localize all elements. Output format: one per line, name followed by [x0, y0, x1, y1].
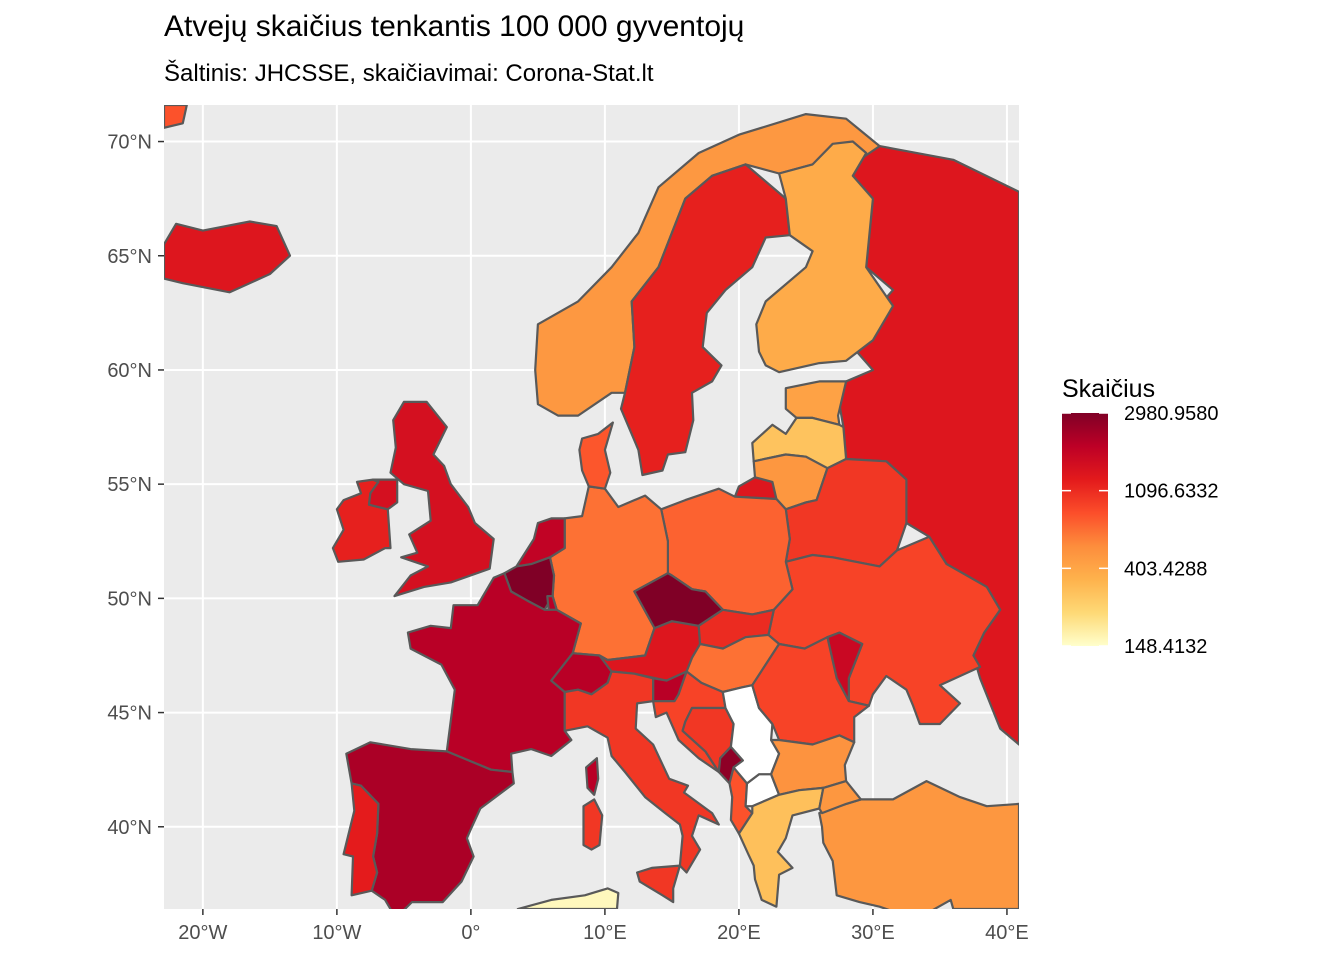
y-axis: 40°N 45°N 50°N 55°N 60°N 65°N 70°N: [107, 132, 164, 839]
region-united-kingdom: [389, 400, 495, 598]
region-iceland: [164, 220, 292, 294]
legend-break-label: 403.4288: [1124, 558, 1207, 580]
y-tick-label: 65°N: [107, 246, 152, 268]
region-northern-ireland: [367, 478, 399, 511]
y-tick-label: 60°N: [107, 360, 152, 382]
x-tick-label: 20°E: [717, 922, 761, 944]
region-greece: [737, 786, 825, 908]
x-tick-label: 40°E: [985, 922, 1029, 944]
x-tick-label: 0°: [461, 922, 480, 944]
country-layer: [164, 105, 1019, 909]
region-portugal: [342, 782, 380, 897]
legend-break-label: 148.4132: [1124, 636, 1207, 658]
x-axis: 20°W 10°W 0° 10°E 20°E 30°E 40°E: [178, 909, 1029, 944]
region-france: [406, 572, 582, 774]
region-tunisia-algeria-fragment: [516, 887, 620, 909]
region-romania: [751, 636, 871, 746]
y-tick-label: 55°N: [107, 474, 152, 496]
region-sweden: [619, 163, 791, 477]
y-tick-label: 40°N: [107, 817, 152, 839]
region-czechia: [633, 572, 724, 630]
x-tick-label: 30°E: [851, 922, 895, 944]
y-tick-label: 70°N: [107, 132, 152, 154]
region-corsica: [584, 757, 600, 796]
region-finland: [755, 140, 895, 374]
map-subtitle: Šaltinis: JHCSSE, skaičiavimai: Corona-S…: [164, 60, 654, 87]
region-turkey-thrace: [818, 779, 863, 815]
legend: Skaičius 2980.9580 1096.6332 403.4288 148.4…: [1062, 375, 1219, 658]
region-sardinia: [582, 798, 604, 851]
legend-break-label: 1096.6332: [1124, 481, 1219, 503]
x-tick-label: 10°W: [312, 922, 361, 944]
region-italy: [563, 670, 720, 874]
legend-colorbar: [1062, 413, 1108, 646]
region-svalbard-fragment: [164, 105, 188, 129]
x-tick-label: 10°E: [583, 922, 627, 944]
y-tick-label: 50°N: [107, 588, 152, 610]
region-turkey: [818, 779, 1019, 909]
region-denmark: [578, 421, 615, 490]
region-sicily: [635, 864, 682, 904]
y-tick-label: 45°N: [107, 703, 152, 725]
legend-title: Skaičius: [1062, 375, 1155, 403]
legend-break-label: 2980.9580: [1124, 403, 1219, 425]
x-tick-label: 20°W: [178, 922, 227, 944]
map-title: Atvejų skaičius tenkantis 100 000 gyvent…: [164, 10, 745, 43]
